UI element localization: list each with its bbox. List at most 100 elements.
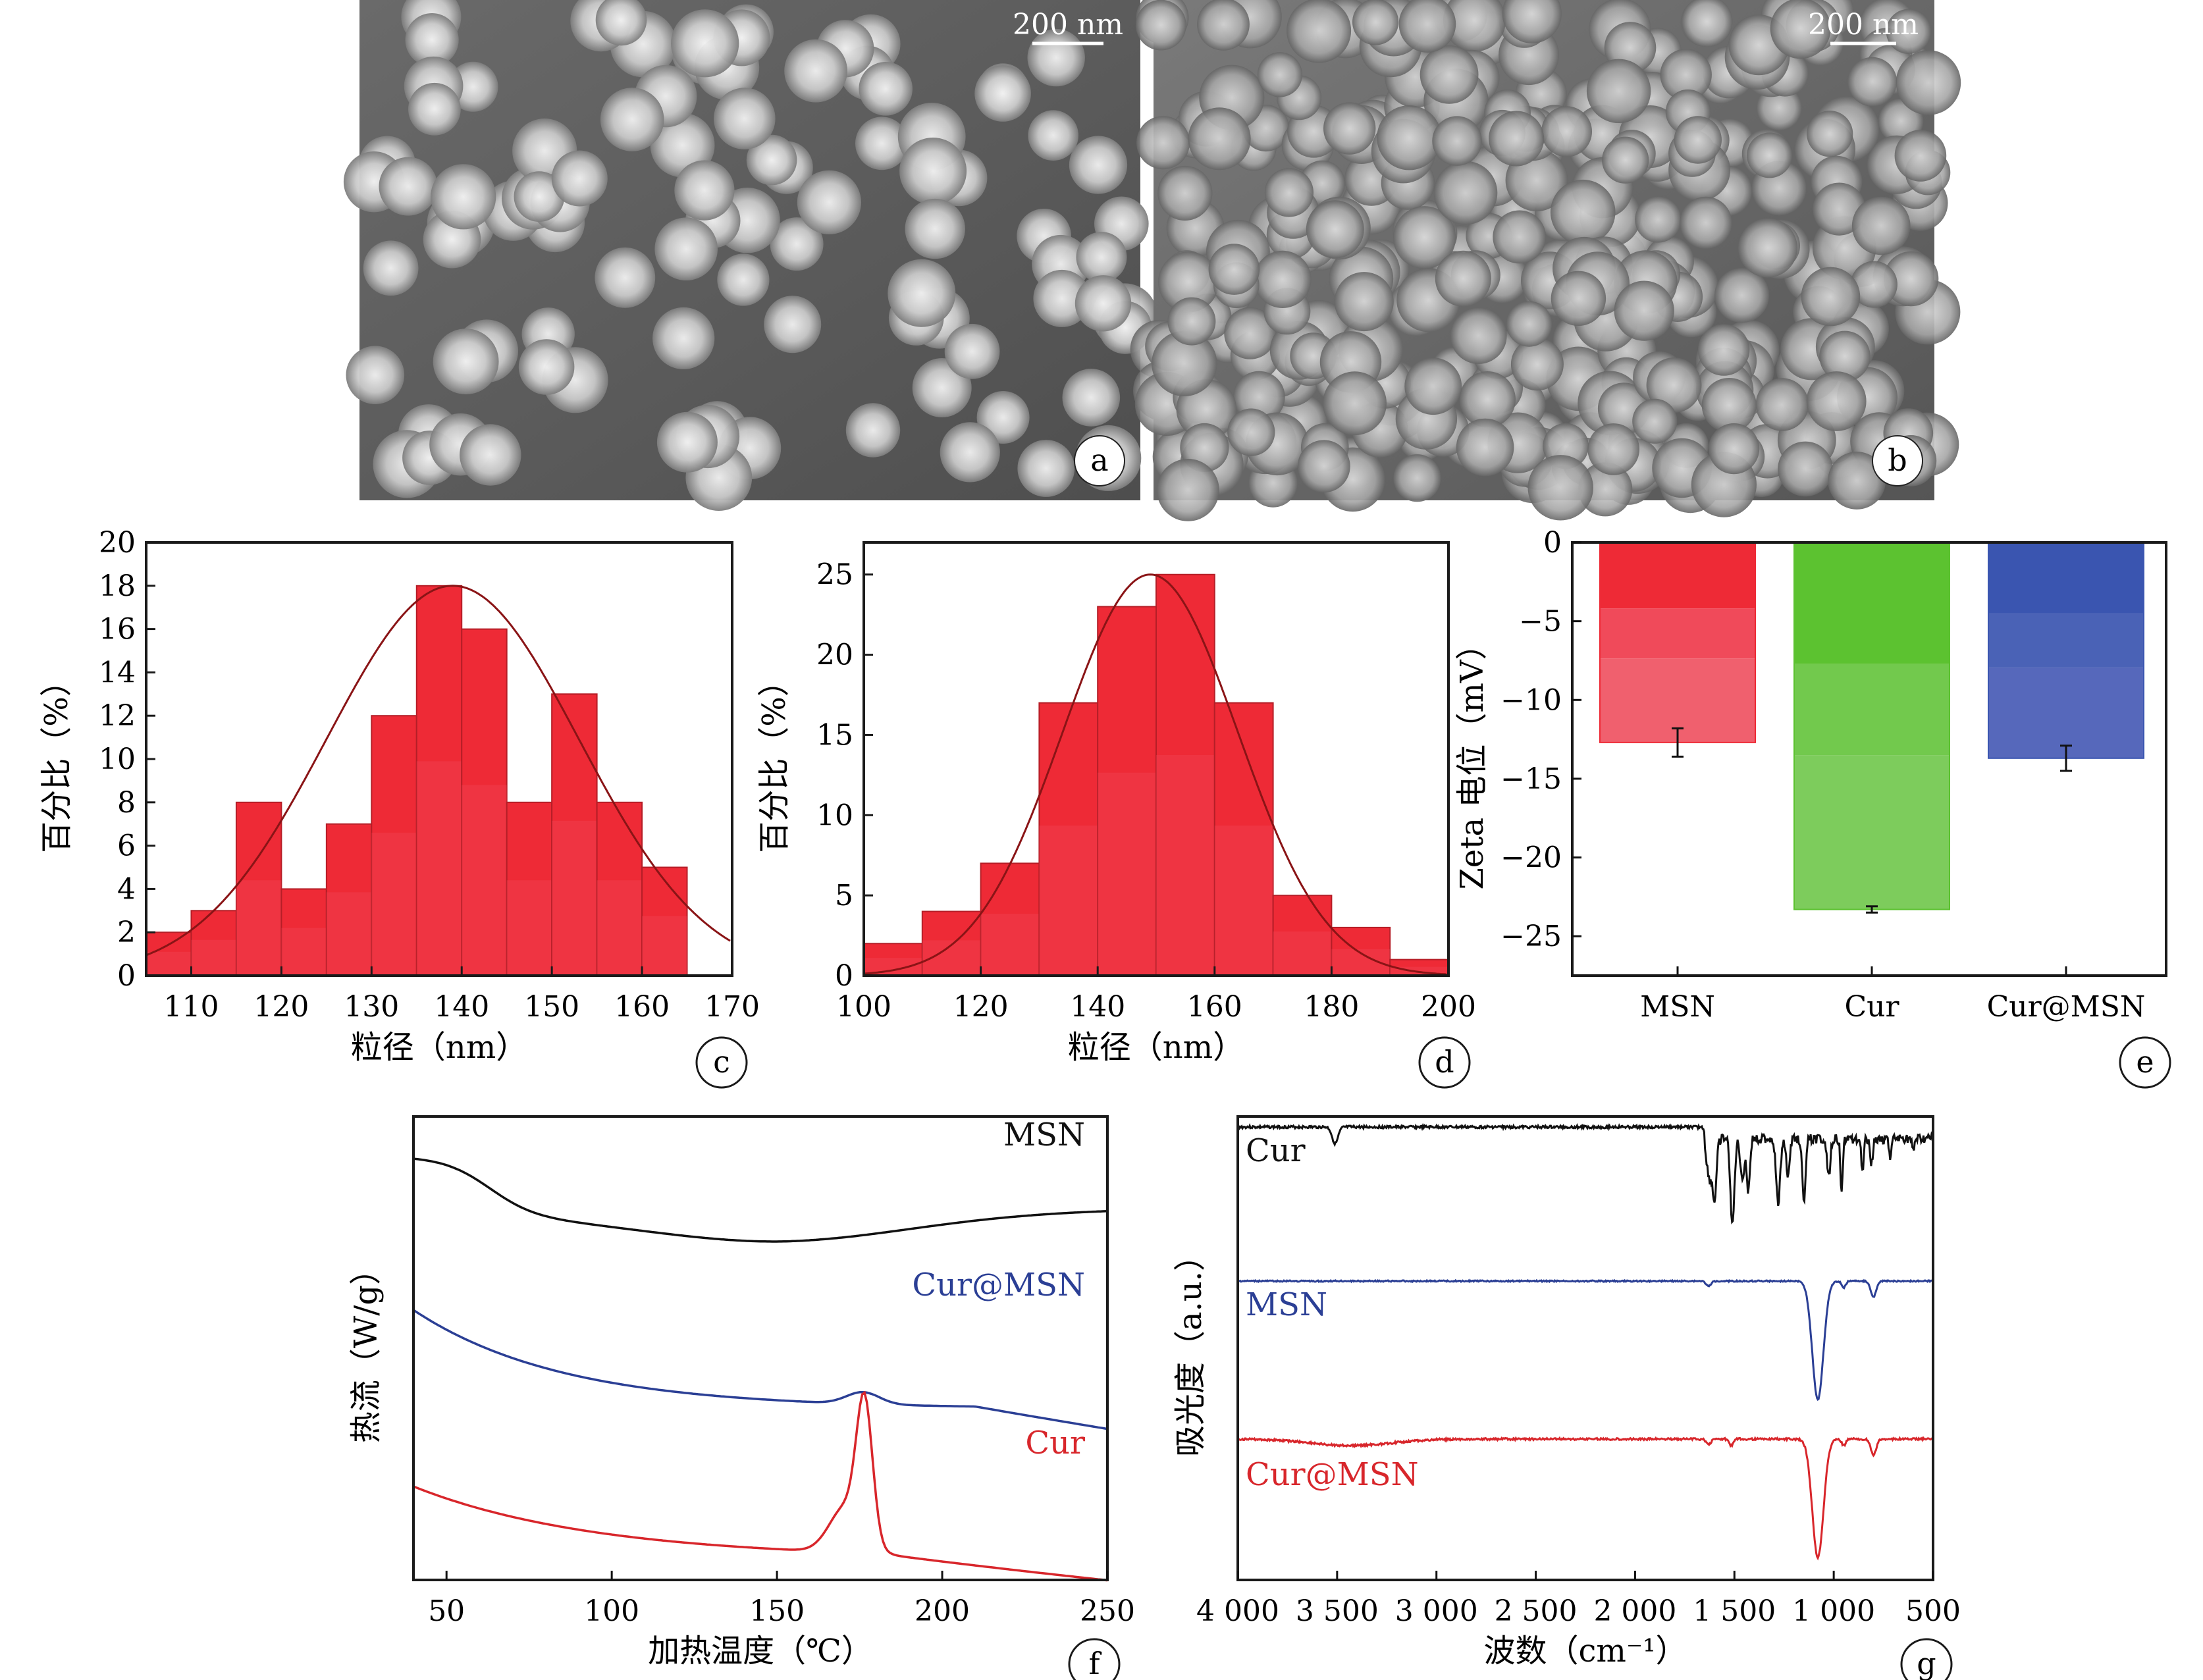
series-label: MSN [1003,1116,1085,1153]
series-label: Cur [1246,1132,1306,1169]
sem-particle [746,134,797,186]
sem-particle [845,403,901,458]
histogram-bar [415,585,463,976]
sem-particle [460,424,521,486]
y-tick-label: 2 [117,916,136,949]
sem-particle [1264,168,1314,217]
sem-particle [595,0,647,46]
y-tick-label: −25 [1500,920,1562,953]
sem-particle [784,39,847,103]
sem-particle [1493,210,1547,264]
sem-particle [1167,297,1216,346]
sem-particle [1635,196,1682,243]
sem-particle [888,259,956,327]
sem-particle [1806,371,1867,431]
histogram-bar-shade [642,916,687,976]
y-tick-label: −20 [1500,841,1562,875]
sem-particle [859,62,913,116]
series-label: MSN [1246,1286,1327,1323]
sem-particle [1578,462,1633,517]
panel-badge-b [1872,435,1923,486]
sem-particle [671,9,739,78]
sem-particle [408,82,461,136]
x-tick-label: 200 [1421,990,1476,1024]
plot-frame [412,1115,1109,1581]
sem-particle [1459,371,1516,428]
x-tick-label: 500 [1905,1594,1961,1628]
x-tick-label: 200 [915,1594,970,1628]
y-tick-label: 12 [99,699,136,733]
sem-particle [1297,440,1350,493]
ftir-line-cur [1237,1122,1934,1224]
sem-particle [1660,49,1712,101]
sem-particle [1714,268,1770,323]
sem-particle [1747,132,1793,178]
sem-particle [431,164,496,230]
sem-particle [1069,136,1128,194]
gaussian-fit-line [146,585,731,957]
sem-particle [1527,455,1593,521]
sem-particle [1224,307,1277,359]
sem-particle [1819,330,1871,382]
scale-bar-text-a: 200 nm [1013,8,1123,41]
ftir-line-msn [1237,1278,1934,1402]
histogram-bar [551,693,598,977]
sem-particle [1450,307,1507,364]
x-tick-label: 160 [1187,990,1242,1024]
panel-badge-a [1074,435,1125,486]
sem-particle [1510,338,1564,391]
sem-particle [1502,0,1562,43]
panel-label-b: b [1888,442,1907,478]
histogram-bar-shade [146,951,192,976]
sem-particle [1506,301,1553,347]
histogram-bar-shade [416,761,462,976]
x-tick-label: 180 [1304,990,1359,1024]
series-label: Cur@MSN [1246,1456,1419,1493]
chart-d: 100 120 140 160 180 200 0 5 10 15 20 25 粒径（nm） 百分比（%）… [756,541,1476,1089]
sem-particle [1778,441,1833,497]
panel-label-a: a [1090,442,1108,478]
sem-particle [1847,57,1898,107]
sem-particle [363,240,419,296]
sem-particle [1807,111,1853,157]
x-axis-label: 粒径（nm） [351,1029,527,1066]
panel-badge [1900,1638,1953,1680]
sem-particle [1755,378,1809,431]
scale-bar-text-b: 200 nm [1808,8,1919,41]
x-tick-label: 3 500 [1296,1594,1379,1628]
sem-particle [974,65,1031,122]
sem-particle [1456,418,1514,477]
sem-panel-b: 200 nm b [1130,0,1961,521]
sem-particle [1017,440,1075,497]
x-tick-label: 100 [836,990,891,1024]
ftir-line-cur-at-msn [1237,1436,1934,1561]
y-tick-label: 5 [835,879,853,912]
sem-particle [1197,0,1250,51]
sem-particle [656,411,718,473]
sem-particle [770,217,824,271]
x-tick-label: 50 [428,1594,465,1628]
histogram-bar-shade [326,892,372,976]
sem-particle [379,157,438,216]
panel-badge [2119,1036,2171,1089]
histogram-bar-shade [1156,754,1215,976]
chart-g: Cur MSN Cur@MSN 4 000 3 500 3 000 2 500 2 000 1 … [1172,1115,1961,1680]
x-tick-label: 160 [614,990,670,1024]
y-axis-label: 吸光度（a.u.） [1172,1240,1209,1457]
sem-particle [674,160,735,221]
y-tick-label: 8 [117,786,136,820]
x-axis-label: 波数（cm⁻¹） [1484,1633,1687,1669]
x-tick-label: 110 [163,990,219,1024]
sem-particle [944,323,1000,379]
x-tick-label: 3 000 [1395,1594,1478,1628]
sem-particle [764,296,822,354]
x-tick-label: 2 500 [1495,1594,1578,1628]
sem-particle [654,217,718,281]
sem-particle [855,117,909,171]
sem-particle [1632,398,1678,444]
y-tick-label: −15 [1500,762,1562,796]
x-tick-label: 140 [1070,990,1125,1024]
panel-label: f [1088,1646,1102,1680]
histogram-bar-shade [371,832,417,976]
sem-particle [1489,111,1545,167]
